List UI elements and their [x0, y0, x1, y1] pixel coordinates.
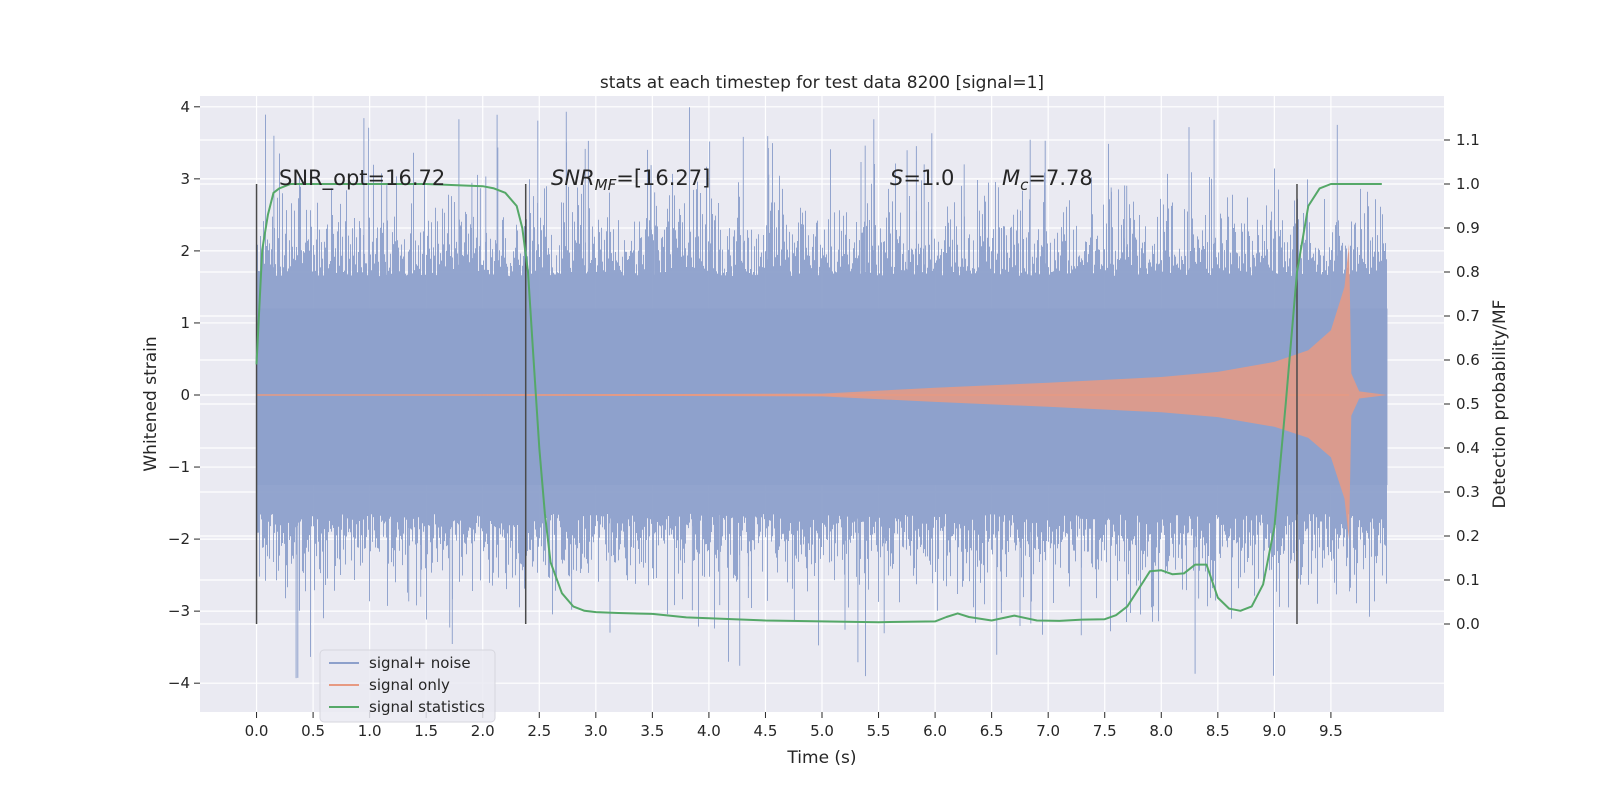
- y-right-tick-label: 0.6: [1456, 351, 1480, 369]
- y-left-tick-label: −1: [168, 458, 190, 476]
- y-right-tick-label: 0.7: [1456, 307, 1480, 325]
- x-tick-label: 2.5: [527, 722, 551, 740]
- x-axis-ticks: 0.0 0.5 1.0 1.5 2.0 2.5 3.0 3.5 4.0 4.5 5.0 5.5 6.0 6…: [245, 712, 1343, 740]
- chart-title: stats at each timestep for test data 820…: [600, 73, 1044, 93]
- legend: signal+ noise signal only signal statist…: [319, 649, 496, 723]
- y-left-tick-label: 2: [180, 242, 190, 260]
- annotation-mc: Mc=7.78: [1002, 166, 1093, 194]
- y-left-tick-label: −4: [168, 674, 190, 692]
- x-tick-label: 6.5: [980, 722, 1004, 740]
- y-right-tick-label: 1.1: [1456, 131, 1480, 149]
- y-right-tick-label: 0.3: [1456, 483, 1480, 501]
- x-tick-label: 7.0: [1036, 722, 1060, 740]
- x-tick-label: 8.0: [1149, 722, 1173, 740]
- x-tick-label: 7.5: [1093, 722, 1117, 740]
- annotation-snr-opt: SNR_opt=16.72: [279, 166, 445, 191]
- x-tick-label: 9.5: [1319, 722, 1343, 740]
- x-tick-label: 5.5: [867, 722, 891, 740]
- annotation-s: S=1.0: [890, 166, 954, 190]
- x-tick-label: 4.0: [697, 722, 721, 740]
- annotation-snr-mf-symbol: SNR: [551, 166, 595, 190]
- legend-box: [319, 649, 496, 723]
- y-left-tick-label: 4: [180, 98, 190, 116]
- right-y-axis-label: Detection probability/MF: [1490, 300, 1510, 509]
- y-right-tick-label: 0.0: [1456, 615, 1480, 633]
- annotation-snr-mf-value: =[16.27]: [616, 166, 710, 190]
- annotation-mc-value: =7.78: [1028, 166, 1092, 190]
- y-right-tick-label: 0.9: [1456, 219, 1480, 237]
- left-y-axis-ticks: 4 3 2 1 0 −1 −2 −3 −4: [168, 98, 200, 692]
- y-right-tick-label: 0.5: [1456, 395, 1480, 413]
- annotation-mc-subscript: c: [1020, 176, 1029, 194]
- x-tick-label: 1.5: [414, 722, 438, 740]
- y-left-tick-label: 0: [180, 386, 190, 404]
- right-y-axis-ticks: 1.1 1.0 0.9 0.8 0.7 0.6 0.5 0.4 0.3 0.2 0.1 0.0: [1444, 131, 1480, 633]
- x-tick-label: 0.0: [245, 722, 269, 740]
- x-tick-label: 3.0: [584, 722, 608, 740]
- x-tick-label: 5.0: [810, 722, 834, 740]
- y-right-tick-label: 0.8: [1456, 263, 1480, 281]
- x-tick-label: 1.0: [358, 722, 382, 740]
- y-right-tick-label: 1.0: [1456, 175, 1480, 193]
- x-tick-label: 9.0: [1262, 722, 1286, 740]
- x-tick-label: 8.5: [1206, 722, 1230, 740]
- annotation-snr-mf-subscript: MF: [595, 176, 617, 194]
- chirp-envelope: [256, 243, 1388, 541]
- x-axis-label: Time (s): [786, 748, 856, 768]
- y-left-tick-label: −2: [168, 530, 190, 548]
- y-right-tick-label: 0.2: [1456, 527, 1480, 545]
- signal-statistics-series: [255, 183, 1382, 624]
- legend-label-noise: signal+ noise: [369, 654, 471, 672]
- y-right-tick-label: 0.1: [1456, 571, 1480, 589]
- legend-label-signal: signal only: [369, 676, 450, 694]
- annotation-s-symbol: S: [890, 166, 903, 190]
- x-tick-label: 6.0: [923, 722, 947, 740]
- x-tick-label: 0.5: [301, 722, 325, 740]
- annotation-snr-mf: SNRMF=[16.27]: [551, 166, 710, 194]
- y-left-tick-label: −3: [168, 602, 190, 620]
- x-tick-label: 3.5: [640, 722, 664, 740]
- x-tick-label: 4.5: [754, 722, 778, 740]
- y-left-tick-label: 1: [180, 314, 190, 332]
- legend-label-statistics: signal statistics: [369, 698, 485, 716]
- statistics-line: [255, 183, 1382, 624]
- y-left-tick-label: 3: [180, 170, 190, 188]
- left-y-axis-label: Whitened strain: [141, 336, 161, 471]
- y-right-tick-label: 0.4: [1456, 439, 1480, 457]
- annotation-mc-symbol: M: [1002, 166, 1020, 190]
- annotation-s-value: =1.0: [903, 166, 954, 190]
- x-tick-label: 2.0: [471, 722, 495, 740]
- signal-only-series: [256, 243, 1388, 541]
